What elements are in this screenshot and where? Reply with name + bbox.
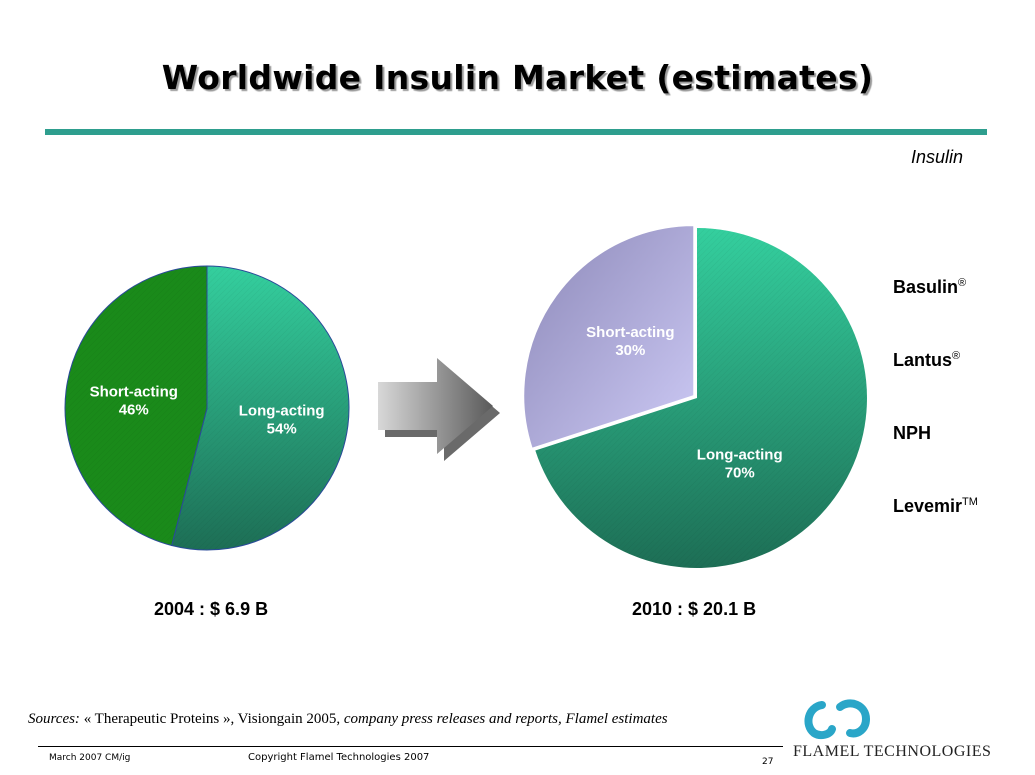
pie-slice-texture bbox=[171, 266, 349, 550]
sources-body: « Therapeutic Proteins », Visiongain 200… bbox=[79, 711, 341, 727]
product-item: LevemirTM bbox=[893, 496, 978, 569]
title-rule bbox=[45, 129, 987, 135]
footer-rule bbox=[38, 746, 783, 747]
pie-slice-value: 54% bbox=[267, 420, 297, 437]
sources-prefix: Sources: bbox=[28, 711, 80, 727]
pie-slice-value: 46% bbox=[119, 402, 149, 419]
product-item: Basulin® bbox=[893, 277, 978, 350]
pie-slice-value: 70% bbox=[725, 464, 755, 481]
pie-slice-texture bbox=[64, 266, 208, 546]
product-name: Lantus bbox=[893, 350, 953, 370]
product-mark: ® bbox=[952, 350, 961, 362]
brand-name: FLAMEL TECHNOLOGIES bbox=[793, 743, 992, 760]
product-name: NPH bbox=[893, 423, 932, 443]
sources-note: Sources: « Therapeutic Proteins », Visio… bbox=[28, 711, 668, 728]
pie-slice-label: Short-acting bbox=[90, 384, 178, 401]
page-number: 27 bbox=[762, 757, 774, 767]
product-name: Basulin bbox=[893, 277, 959, 297]
arrow-icon bbox=[378, 358, 500, 461]
pie-slice-texture bbox=[535, 228, 867, 569]
section-tag: Insulin bbox=[910, 147, 963, 167]
flamel-logo-icon bbox=[804, 699, 871, 740]
pie-slice-value: 30% bbox=[615, 342, 645, 359]
pie-slice-label: Long-acting bbox=[239, 402, 325, 419]
product-name: Levemir bbox=[893, 496, 963, 516]
pie-slice-label: Short-acting bbox=[586, 324, 674, 341]
footer-copyright: Copyright Flamel Technologies 2007 bbox=[248, 752, 430, 763]
product-mark: ® bbox=[958, 277, 967, 289]
pie-slice-short-acting bbox=[523, 225, 695, 449]
product-list: Basulin® Lantus® NPH LevemirTM bbox=[893, 277, 978, 569]
sources-rest: company press releases and reports, Flam… bbox=[340, 711, 668, 727]
pie-2010-caption: 2010 : $ 20.1 B bbox=[632, 599, 757, 619]
product-item: Lantus® bbox=[893, 350, 978, 423]
product-mark: TM bbox=[962, 496, 978, 508]
pie-2004-caption: 2004 : $ 6.9 B bbox=[154, 599, 269, 619]
slide-title: Worldwide Insulin Market (estimates) bbox=[161, 58, 874, 97]
product-item: NPH bbox=[893, 423, 978, 496]
pie-slice-label: Long-acting bbox=[697, 446, 783, 463]
footer-date: March 2007 CM/ig bbox=[49, 753, 131, 763]
